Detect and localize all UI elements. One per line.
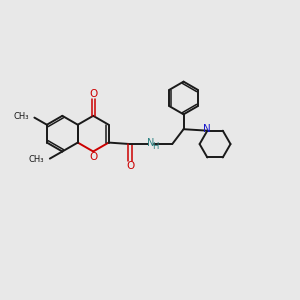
Text: CH₃: CH₃ (14, 112, 29, 121)
Text: CH₃: CH₃ (29, 155, 44, 164)
Text: N: N (203, 124, 211, 134)
Text: H: H (152, 142, 158, 151)
Text: N: N (147, 138, 155, 148)
Text: O: O (89, 89, 97, 99)
Text: O: O (126, 161, 134, 171)
Text: O: O (89, 152, 97, 162)
